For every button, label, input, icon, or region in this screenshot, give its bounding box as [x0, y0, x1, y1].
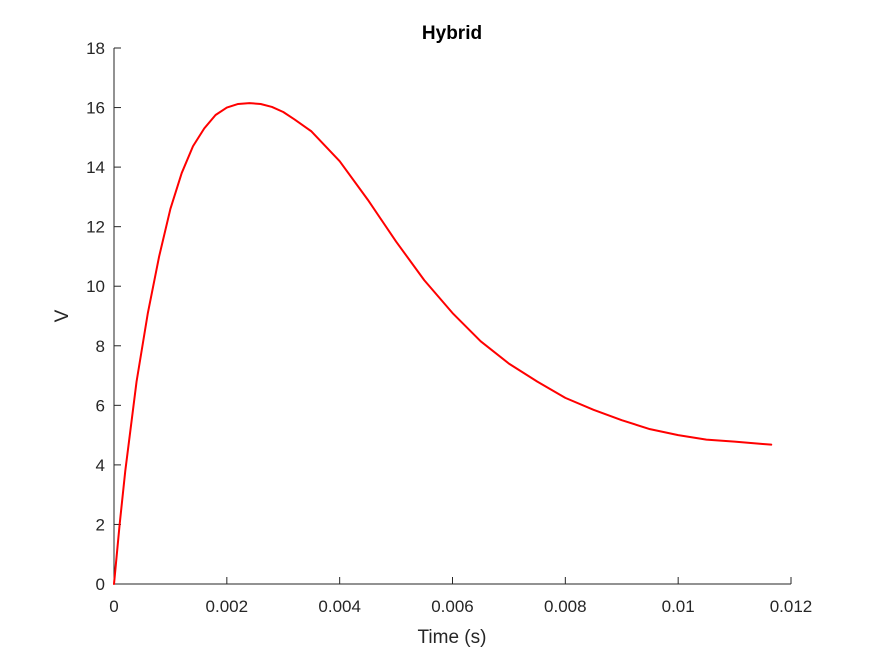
- x-axis-label: Time (s): [418, 627, 487, 648]
- x-tick-label: 0.006: [431, 597, 474, 616]
- y-axis-label: V: [52, 309, 73, 322]
- y-tick-label: 14: [86, 158, 105, 177]
- x-tick-label: 0.008: [544, 597, 587, 616]
- y-ticks: 0 2 4 6 8 10 12 14 16 18: [86, 39, 121, 594]
- y-tick-label: 8: [96, 337, 105, 356]
- x-tick-label: 0.004: [318, 597, 361, 616]
- series-line-0: [113, 102, 773, 585]
- y-tick-label: 18: [86, 39, 105, 58]
- y-tick-label: 2: [96, 515, 105, 534]
- x-tick-label: 0.012: [770, 597, 813, 616]
- chart-title: Hybrid: [422, 23, 482, 44]
- y-tick-label: 6: [96, 396, 105, 415]
- x-tick-label: 0.002: [206, 597, 249, 616]
- y-tick-label: 0: [96, 575, 105, 594]
- x-tick-label: 0.01: [662, 597, 695, 616]
- series-layer: [113, 102, 773, 585]
- x-tick-label: 0: [109, 597, 118, 616]
- y-tick-label: 10: [86, 277, 105, 296]
- y-tick-label: 12: [86, 218, 105, 237]
- y-tick-label: 4: [96, 456, 105, 475]
- y-tick-label: 16: [86, 99, 105, 118]
- x-ticks: 0 0.002 0.004 0.006 0.008 0.01 0.012: [109, 577, 812, 616]
